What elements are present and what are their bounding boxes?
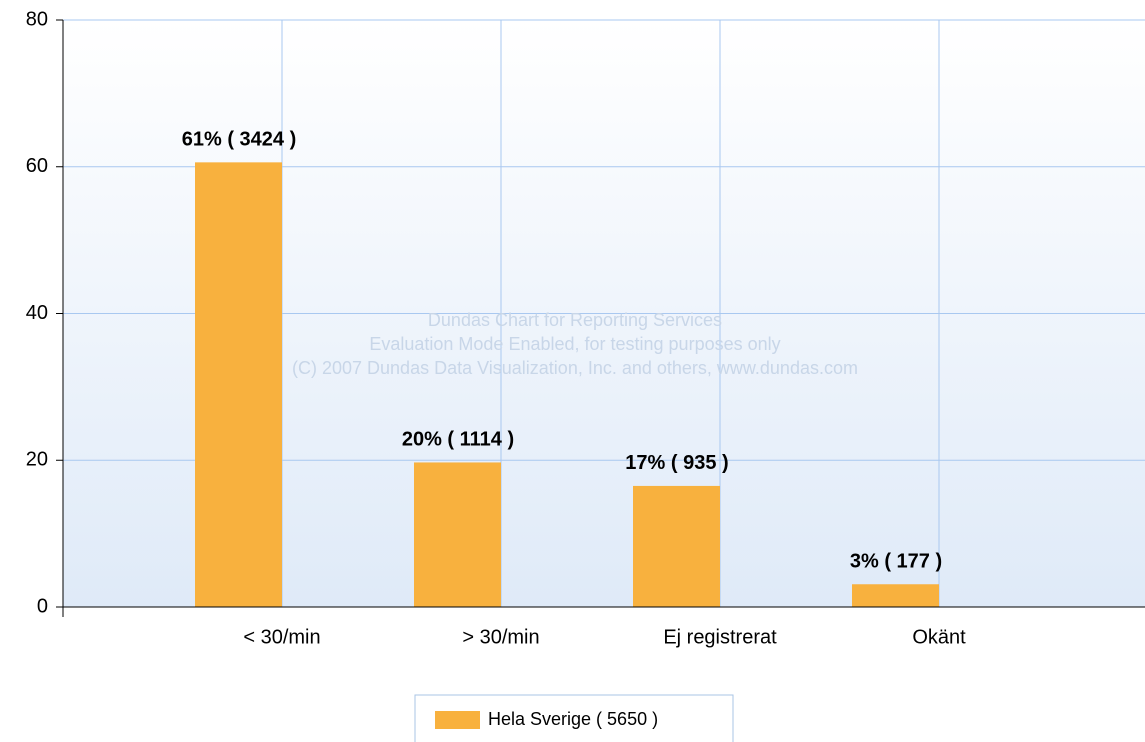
- watermark: Evaluation Mode Enabled, for testing pur…: [369, 334, 780, 354]
- data-label: 3% ( 177 ): [850, 551, 942, 573]
- x-tick-label: < 30/min: [243, 626, 320, 648]
- y-tick-label: 0: [37, 595, 48, 617]
- watermark: Dundas Chart for Reporting Services: [428, 310, 722, 330]
- x-tick-label: Okänt: [912, 626, 966, 648]
- data-label: 17% ( 935 ): [625, 452, 728, 474]
- bar: [852, 584, 939, 607]
- y-tick-label: 60: [26, 155, 48, 177]
- x-tick-label: Ej registrerat: [663, 626, 777, 648]
- data-label: 61% ( 3424 ): [182, 129, 297, 151]
- y-tick-label: 80: [26, 8, 48, 30]
- y-tick-label: 40: [26, 302, 48, 324]
- bar: [414, 462, 501, 607]
- y-tick-label: 20: [26, 449, 48, 471]
- bar: [633, 485, 720, 607]
- data-label: 20% ( 1114 ): [402, 429, 514, 451]
- legend-swatch: [435, 711, 480, 729]
- x-tick-label: > 30/min: [462, 626, 539, 648]
- watermark: (C) 2007 Dundas Data Visualization, Inc.…: [292, 358, 858, 378]
- legend-label: Hela Sverige ( 5650 ): [488, 709, 658, 729]
- bar: [195, 162, 282, 607]
